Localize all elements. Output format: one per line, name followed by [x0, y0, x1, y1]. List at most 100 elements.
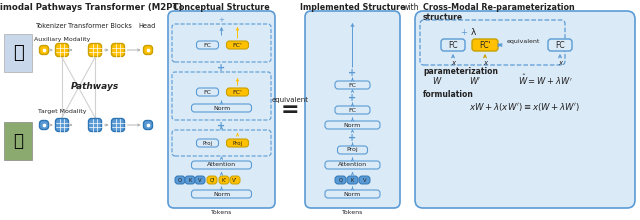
FancyBboxPatch shape	[335, 176, 346, 184]
Text: equivalent: equivalent	[271, 97, 308, 103]
FancyBboxPatch shape	[111, 119, 125, 132]
Text: 🪑: 🪑	[13, 44, 24, 62]
Text: Auxiliary Modality: Auxiliary Modality	[34, 37, 90, 42]
FancyBboxPatch shape	[347, 176, 358, 184]
FancyBboxPatch shape	[195, 176, 205, 184]
Text: with: with	[403, 3, 419, 12]
FancyBboxPatch shape	[548, 39, 572, 51]
Text: +: +	[348, 68, 356, 78]
FancyBboxPatch shape	[191, 190, 252, 198]
Text: Target Modality: Target Modality	[38, 109, 86, 114]
Text: V': V'	[232, 178, 237, 183]
FancyBboxPatch shape	[196, 88, 218, 96]
Text: +: +	[219, 17, 225, 23]
Text: Norm: Norm	[344, 191, 361, 196]
FancyBboxPatch shape	[56, 44, 68, 57]
Text: +: +	[461, 28, 467, 37]
Text: x: x	[483, 60, 487, 66]
FancyBboxPatch shape	[227, 41, 248, 49]
Text: FC: FC	[204, 42, 211, 48]
FancyBboxPatch shape	[143, 121, 152, 130]
Text: FC': FC'	[479, 40, 491, 50]
FancyBboxPatch shape	[230, 176, 240, 184]
Text: V: V	[363, 178, 366, 183]
FancyBboxPatch shape	[335, 106, 370, 114]
FancyBboxPatch shape	[175, 176, 185, 184]
Text: Tokenizer: Tokenizer	[36, 23, 68, 29]
FancyBboxPatch shape	[305, 11, 400, 208]
FancyBboxPatch shape	[227, 88, 248, 96]
Text: K: K	[188, 178, 192, 183]
Text: FC': FC'	[232, 42, 243, 48]
Text: +: +	[348, 93, 356, 103]
Text: parameterization: parameterization	[423, 67, 498, 76]
FancyBboxPatch shape	[335, 81, 370, 89]
Text: $W'$: $W'$	[468, 75, 481, 86]
FancyBboxPatch shape	[415, 11, 635, 208]
Text: FC: FC	[555, 40, 565, 50]
Text: $W$: $W$	[432, 75, 442, 86]
FancyBboxPatch shape	[325, 161, 380, 169]
FancyBboxPatch shape	[325, 121, 380, 129]
FancyBboxPatch shape	[88, 44, 102, 57]
Text: $xW + \lambda(xW') \equiv x(W + \lambda W')$: $xW + \lambda(xW') \equiv x(W + \lambda …	[469, 101, 580, 113]
Bar	[4, 34, 32, 72]
Text: Proj: Proj	[232, 141, 243, 145]
FancyBboxPatch shape	[196, 139, 218, 147]
Bar	[4, 122, 32, 160]
Text: Norm: Norm	[213, 106, 230, 110]
Text: FC: FC	[349, 82, 356, 88]
Text: Transformer Blocks: Transformer Blocks	[68, 23, 132, 29]
FancyBboxPatch shape	[88, 119, 102, 132]
Text: Tokens: Tokens	[211, 210, 232, 215]
Text: V: V	[198, 178, 202, 183]
Text: Cross-Modal Re-parameterization: Cross-Modal Re-parameterization	[423, 3, 575, 12]
FancyBboxPatch shape	[196, 41, 218, 49]
Text: K': K'	[221, 178, 227, 183]
FancyBboxPatch shape	[191, 104, 252, 112]
Text: Attention: Attention	[338, 163, 367, 167]
Text: Implemented Structure: Implemented Structure	[300, 3, 405, 12]
FancyBboxPatch shape	[56, 119, 68, 132]
Text: x: x	[558, 60, 562, 66]
FancyBboxPatch shape	[325, 190, 380, 198]
Text: Q: Q	[339, 178, 342, 183]
FancyBboxPatch shape	[472, 39, 498, 51]
FancyBboxPatch shape	[111, 44, 125, 57]
FancyBboxPatch shape	[441, 39, 465, 51]
Text: Proj: Proj	[347, 147, 358, 152]
Text: Norm: Norm	[344, 123, 361, 128]
FancyBboxPatch shape	[359, 176, 370, 184]
Text: +: +	[218, 63, 225, 73]
Text: 🏠: 🏠	[13, 132, 23, 150]
Text: FC: FC	[204, 90, 211, 95]
Text: FC: FC	[349, 108, 356, 112]
Text: Norm: Norm	[213, 191, 230, 196]
FancyBboxPatch shape	[40, 46, 49, 55]
Text: structure: structure	[423, 13, 463, 22]
Text: +: +	[348, 133, 356, 143]
FancyBboxPatch shape	[40, 121, 49, 130]
Text: x: x	[451, 60, 455, 66]
Text: FC: FC	[448, 40, 458, 50]
Text: FC': FC'	[232, 90, 243, 95]
FancyBboxPatch shape	[219, 176, 229, 184]
Text: Pathways: Pathways	[71, 82, 119, 91]
Text: formulation: formulation	[423, 90, 474, 99]
FancyBboxPatch shape	[168, 11, 275, 208]
FancyBboxPatch shape	[337, 146, 367, 154]
FancyBboxPatch shape	[191, 161, 252, 169]
Text: Multimodal Pathways Transformer (M2PT): Multimodal Pathways Transformer (M2PT)	[0, 3, 182, 12]
FancyBboxPatch shape	[227, 139, 248, 147]
Text: Q: Q	[178, 178, 182, 183]
Text: Tokens: Tokens	[342, 210, 363, 215]
Text: =: =	[281, 100, 300, 120]
Text: +: +	[218, 121, 225, 131]
Text: K: K	[351, 178, 354, 183]
FancyBboxPatch shape	[185, 176, 195, 184]
Text: λ: λ	[470, 28, 476, 37]
Text: Conceptual Structure: Conceptual Structure	[173, 3, 270, 12]
Text: $\hat{W} = W + \lambda W'$: $\hat{W} = W + \lambda W'$	[518, 73, 572, 87]
Text: Proj: Proj	[202, 141, 212, 145]
Text: equivalent: equivalent	[506, 38, 540, 44]
